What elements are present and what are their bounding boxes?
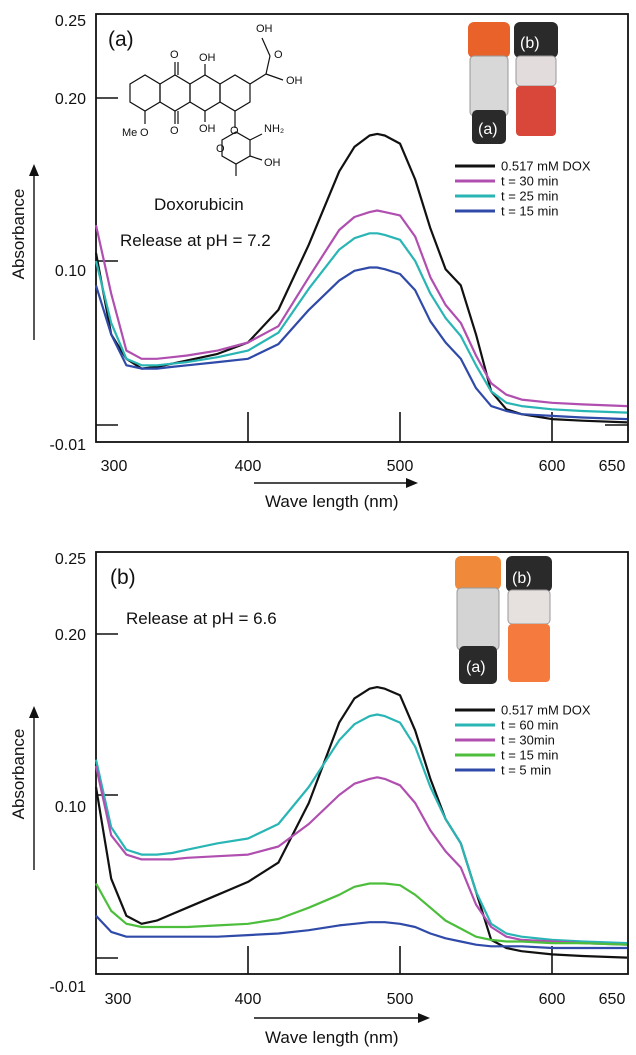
panel-b-label: (b) xyxy=(110,566,136,589)
doxorubicin-label: Doxorubicin xyxy=(154,195,244,214)
panel-a-xtick-label: 300 xyxy=(101,458,128,475)
panel-a-plot xyxy=(94,132,628,424)
vial-photo-a: (a) xyxy=(468,22,510,144)
series-line-b-4 xyxy=(95,915,627,950)
panel-a-xtick-label: 600 xyxy=(539,458,566,475)
vial-b-label: (b) xyxy=(520,35,540,52)
panel-a-y-axis-title: Absorbance xyxy=(9,189,28,280)
panel-a-ytick-label: 0.20 xyxy=(55,91,86,108)
svg-text:O: O xyxy=(274,49,283,61)
series-line-b-1 xyxy=(94,713,628,945)
series-line-b-3 xyxy=(95,882,628,946)
panel-b-x-axis-title: Wave length (nm) xyxy=(265,1028,399,1047)
legend-label: 0.517 mM DOX xyxy=(501,159,591,174)
panel-b-y-arrowhead xyxy=(29,706,39,718)
vial-a-label: (a) xyxy=(478,121,498,138)
panel-b-plot xyxy=(94,685,628,959)
svg-text:OH: OH xyxy=(199,123,216,135)
svg-text:O: O xyxy=(230,125,239,137)
panel-b-ytick-label: 0.10 xyxy=(55,799,86,816)
svg-text:O: O xyxy=(140,127,149,139)
legend-label: t = 15 min xyxy=(501,748,558,763)
panel-a-xtick-label: 500 xyxy=(387,458,414,475)
panel-a-xtick-label: 400 xyxy=(235,458,262,475)
series-line-a-1 xyxy=(94,209,628,408)
svg-text:Me: Me xyxy=(122,127,137,139)
panel-b-y-axis-title: Absorbance xyxy=(9,729,28,820)
svg-text:OH: OH xyxy=(256,23,273,35)
panel-b-xtick-label: 650 xyxy=(599,991,626,1008)
svg-text:OH: OH xyxy=(199,52,216,64)
panel-a-xtick-label: 650 xyxy=(599,458,626,475)
panel-a-ytick-label: 0.25 xyxy=(55,13,86,30)
series-line-a-2 xyxy=(94,232,628,414)
panel-b-xtick-label: 500 xyxy=(387,991,414,1008)
panel-a-x-arrowhead xyxy=(406,478,418,488)
legend-label: t = 30min xyxy=(501,733,555,748)
svg-text:O: O xyxy=(170,49,179,61)
panel-b-xtick-label: 400 xyxy=(235,991,262,1008)
series-line-b-0 xyxy=(94,685,628,959)
svg-text:OH: OH xyxy=(286,75,303,87)
svg-text:O: O xyxy=(216,143,225,155)
legend-label: t = 60 min xyxy=(501,718,558,733)
panel-a-ytick-label: -0.01 xyxy=(50,437,87,454)
vial-photo-b-panel-b: (b) xyxy=(506,556,552,682)
panel-b-xtick-label: 600 xyxy=(539,991,566,1008)
series-line-b-2 xyxy=(94,765,628,946)
doxorubicin-atom-labels: O OH O OH Me O OH O OH O NH₂ OH O xyxy=(122,23,303,169)
panel-a-label: (a) xyxy=(108,28,134,51)
panel-a-ytick-label: 0.10 xyxy=(55,263,86,280)
panel-a-x-axis-title: Wave length (nm) xyxy=(265,492,399,511)
series-line-a-3 xyxy=(94,266,628,421)
panel-b: 0.25 0.20 0.10 -0.01 300 400 500 600 650… xyxy=(9,551,629,1047)
vial-photo-a-panel-b: (a) xyxy=(455,556,501,684)
svg-text:OH: OH xyxy=(264,157,281,169)
legend-label: t = 15 min xyxy=(501,204,558,219)
vial-a-label-panel-b: (a) xyxy=(466,659,486,676)
panel-a-release-annotation: Release at pH = 7.2 xyxy=(120,231,271,250)
panel-b-ytick-label: -0.01 xyxy=(50,979,87,996)
panel-b-xtick-label: 300 xyxy=(105,991,132,1008)
panel-a: 0.25 0.20 0.10 -0.01 300 400 500 600 650… xyxy=(9,13,629,511)
vial-photo-b: (b) xyxy=(514,22,558,136)
doxorubicin-structure xyxy=(129,37,284,176)
panel-b-x-arrowhead xyxy=(418,1013,430,1023)
legend-label: t = 25 min xyxy=(501,189,558,204)
legend-label: t = 30 min xyxy=(501,174,558,189)
panel-b-release-annotation: Release at pH = 6.6 xyxy=(126,609,277,628)
panel-b-ytick-label: 0.25 xyxy=(55,551,86,568)
panel-a-y-arrowhead xyxy=(29,164,39,176)
panel-b-ytick-label: 0.20 xyxy=(55,627,86,644)
legend-label: t = 5 min xyxy=(501,763,551,778)
svg-text:NH₂: NH₂ xyxy=(264,123,284,135)
legend-label: 0.517 mM DOX xyxy=(501,703,591,718)
vial-b-label-panel-b: (b) xyxy=(512,570,532,587)
svg-text:O: O xyxy=(170,125,179,137)
